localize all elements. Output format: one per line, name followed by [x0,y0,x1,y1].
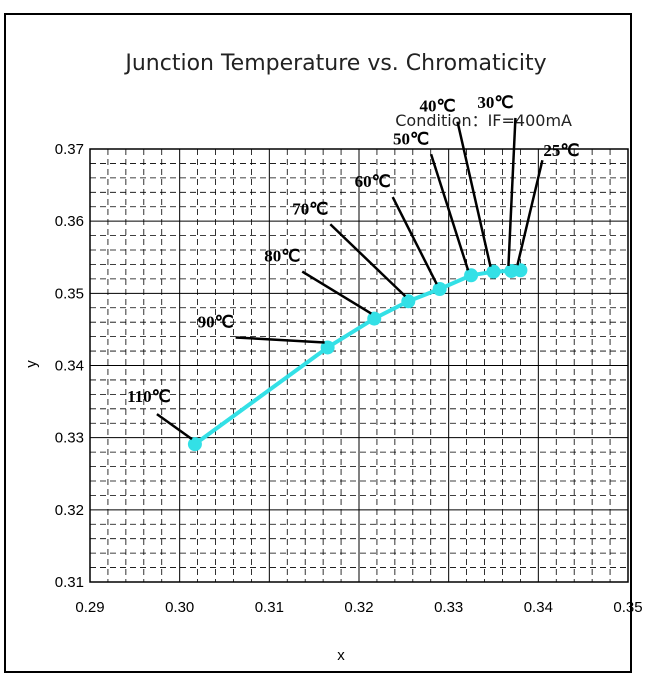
y-tick-label: 0.35 [55,285,84,302]
data-point [187,437,202,452]
annotation-leader [456,121,492,267]
data-point [401,294,416,309]
data-point [486,264,501,279]
annotations-group: 110℃ 90℃ 80℃ 70℃ 60℃ 50℃ 40℃ 30℃ 25℃ [127,93,579,441]
annotation-leader [301,270,372,315]
annotation-leader [235,336,325,344]
x-tick-label: 0.32 [344,599,373,616]
data-point [367,311,382,326]
series-line [193,268,521,446]
data-point [320,340,335,355]
y-tick-label: 0.37 [55,141,84,158]
data-point [513,263,528,278]
x-tick-label: 0.33 [434,599,463,616]
chart-title: Junction Temperature vs. Chromaticity [123,51,546,76]
annotation-label: 70℃ [292,199,328,218]
annotation-label: 30℃ [477,93,513,112]
data-point [464,268,479,283]
annotation-leader [156,413,193,441]
x-tick-label: 0.31 [255,599,284,616]
annotation-leader [516,159,544,266]
annotation-leader [507,117,517,267]
data-point [432,282,447,297]
annotation-label: 40℃ [419,97,455,116]
y-axis-label: y [23,360,40,368]
y-tick-label: 0.32 [55,502,84,519]
x-tick-label: 0.34 [524,599,553,616]
x-tick-label: 0.29 [75,599,104,616]
y-tick-label: 0.31 [55,574,84,591]
annotation-label: 90℃ [198,312,234,331]
y-tick-label: 0.33 [55,430,84,447]
plot-area [89,148,629,583]
annotation-label: 80℃ [264,247,300,266]
annotation-label: 25℃ [543,141,579,160]
annotation-label: 60℃ [355,172,391,191]
grid [90,149,628,582]
annotation-leader [329,223,407,298]
x-tick-label: 0.30 [165,599,194,616]
annotation-leader [429,153,470,271]
y-tick-label: 0.36 [55,213,84,230]
annotation-label: 50℃ [393,129,429,148]
annotation-label: 110℃ [127,387,171,406]
series-group [187,263,528,452]
tick-labels: 0.29 0.30 0.31 0.32 0.33 0.34 0.35 0.31 0.32 0.33… [55,141,643,616]
x-tick-label: 0.35 [613,599,642,616]
x-axis-label: x [337,647,345,661]
chart-condition: Condition：IF=400mA [395,111,572,130]
y-tick-label: 0.34 [55,358,84,375]
annotation-leader [391,196,438,285]
